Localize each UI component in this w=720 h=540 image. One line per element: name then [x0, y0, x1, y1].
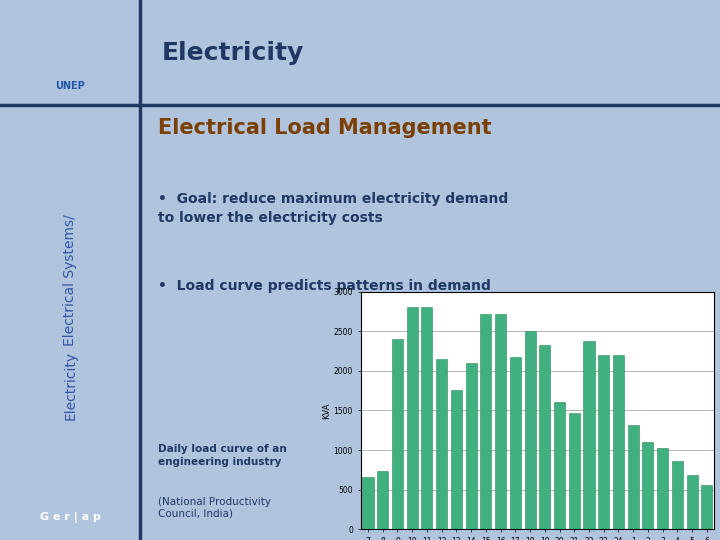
Bar: [407, 307, 418, 529]
Bar: [583, 341, 595, 529]
Bar: [554, 402, 565, 529]
Bar: [539, 345, 550, 529]
Text: Electricity: Electricity: [162, 40, 305, 65]
Text: Electrical Load Management: Electrical Load Management: [158, 118, 492, 138]
Text: (National Productivity
Council, India): (National Productivity Council, India): [158, 497, 271, 519]
Text: G e r | a p: G e r | a p: [40, 511, 101, 523]
Bar: [569, 413, 580, 529]
Bar: [480, 314, 491, 529]
Bar: [451, 390, 462, 529]
Bar: [657, 448, 668, 529]
Text: •  Load curve predicts patterns in demand: • Load curve predicts patterns in demand: [158, 279, 490, 293]
Bar: [613, 355, 624, 529]
Bar: [598, 355, 609, 529]
Bar: [510, 356, 521, 529]
Text: Electrical Systems/: Electrical Systems/: [63, 214, 77, 346]
Bar: [701, 485, 712, 529]
Bar: [642, 442, 654, 529]
Bar: [392, 339, 403, 529]
Bar: [362, 477, 374, 529]
Bar: [672, 461, 683, 529]
Text: UNEP: UNEP: [55, 82, 85, 91]
Bar: [436, 359, 447, 529]
Bar: [421, 307, 433, 529]
Bar: [687, 475, 698, 529]
Text: Electricity: Electricity: [63, 350, 77, 420]
Bar: [466, 363, 477, 529]
Bar: [628, 424, 639, 529]
Text: Daily load curve of an
engineering industry: Daily load curve of an engineering indus…: [158, 444, 287, 467]
Text: •  Goal: reduce maximum electricity demand
to lower the electricity costs: • Goal: reduce maximum electricity deman…: [158, 192, 508, 225]
Bar: [495, 314, 506, 529]
Y-axis label: KVA: KVA: [322, 402, 330, 418]
Bar: [377, 471, 388, 529]
Bar: [525, 331, 536, 529]
